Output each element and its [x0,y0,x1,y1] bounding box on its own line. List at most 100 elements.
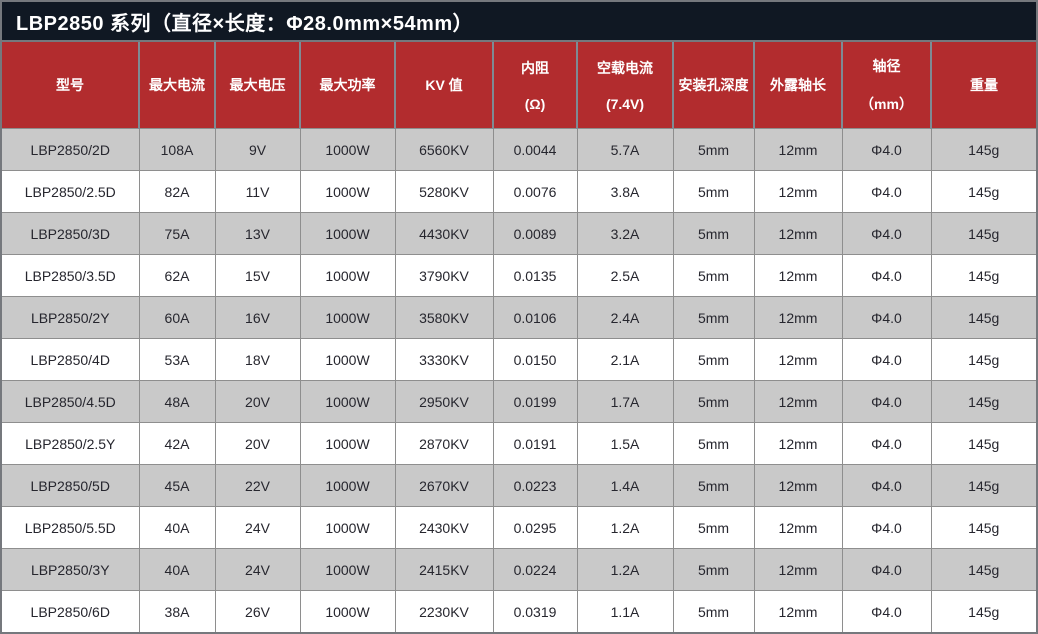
value-cell: 40A [138,548,216,591]
value-cell: 45A [138,464,216,507]
value-cell: 5mm [672,548,755,591]
value-cell: 5mm [672,422,755,465]
col-header-max-current: 最大电流 [139,42,216,129]
model-cell: LBP2850/6D [2,590,140,632]
value-cell: 82A [138,170,216,213]
col-header-no-load-current: 空载电流 (7.4V) [577,42,674,129]
table-row: LBP2850/5.5D 40A 24V 1000W 2430KV 0.0295 1.2A 5… [2,506,1036,549]
value-cell: 12mm [753,296,843,339]
value-cell: Φ4.0 [841,128,932,171]
value-cell: 24V [214,506,301,549]
value-cell: Φ4.0 [841,296,932,339]
page-title: LBP2850 系列（直径×长度：Φ28.0mm×54mm） [16,12,474,35]
value-cell: 1000W [299,422,396,465]
value-cell: 1000W [299,296,396,339]
value-cell: 5mm [672,506,755,549]
value-cell: 12mm [753,128,843,171]
value-cell: 22V [214,464,301,507]
model-cell: LBP2850/3D [2,212,140,255]
table-row: LBP2850/2Y 60A 16V 1000W 3580KV 0.0106 2.4A 5mm… [2,296,1036,339]
table-row: LBP2850/2D 108A 9V 1000W 6560KV 0.0044 5.7A 5mm… [2,128,1036,171]
value-cell: 18V [214,338,301,381]
value-cell: Φ4.0 [841,170,932,213]
value-cell: Φ4.0 [841,464,932,507]
value-cell: 5.7A [576,128,674,171]
value-cell: 3330KV [394,338,494,381]
value-cell: 145g [930,590,1036,632]
value-cell: 12mm [753,338,843,381]
value-cell: 1.7A [576,380,674,423]
value-cell: 5mm [672,212,755,255]
value-cell: 12mm [753,422,843,465]
value-cell: Φ4.0 [841,506,932,549]
value-cell: 12mm [753,548,843,591]
value-cell: 12mm [753,380,843,423]
value-cell: 62A [138,254,216,297]
model-cell: LBP2850/2Y [2,296,140,339]
spec-table: 型号 最大电流 最大电压 最大功率 KV 值 内阻 (Ω) 空载电流 (7.4V) … [2,42,1036,632]
value-cell: 5mm [672,254,755,297]
value-cell: 3.8A [576,170,674,213]
value-cell: 3580KV [394,296,494,339]
value-cell: 1.5A [576,422,674,465]
value-cell: 1000W [299,590,396,632]
model-cell: LBP2850/5D [2,464,140,507]
model-cell: LBP2850/3.5D [2,254,140,297]
value-cell: 1000W [299,254,396,297]
value-cell: 145g [930,548,1036,591]
value-cell: 12mm [753,170,843,213]
value-cell: 12mm [753,464,843,507]
value-cell: 60A [138,296,216,339]
value-cell: 12mm [753,254,843,297]
value-cell: 75A [138,212,216,255]
model-cell: LBP2850/4D [2,338,140,381]
table-row: LBP2850/3.5D 62A 15V 1000W 3790KV 0.0135 2.5A 5… [2,254,1036,297]
value-cell: 15V [214,254,301,297]
value-cell: 2.1A [576,338,674,381]
col-header-model: 型号 [2,42,140,129]
table-row: LBP2850/6D 38A 26V 1000W 2230KV 0.0319 1.1A 5mm… [2,590,1036,632]
header-row: 型号 最大电流 最大电压 最大功率 KV 值 内阻 (Ω) 空载电流 (7.4V) … [2,42,1036,129]
value-cell: 2430KV [394,506,494,549]
model-cell: LBP2850/2D [2,128,140,171]
value-cell: Φ4.0 [841,548,932,591]
value-cell: 1000W [299,212,396,255]
value-cell: 1.2A [576,506,674,549]
value-cell: 5mm [672,338,755,381]
value-cell: 12mm [753,212,843,255]
value-cell: 0.0224 [492,548,578,591]
value-cell: 2.4A [576,296,674,339]
value-cell: 42A [138,422,216,465]
col-header-weight: 重量 [931,42,1036,129]
value-cell: 145g [930,464,1036,507]
value-cell: 40A [138,506,216,549]
value-cell: 53A [138,338,216,381]
value-cell: 0.0150 [492,338,578,381]
value-cell: 2870KV [394,422,494,465]
model-cell: LBP2850/5.5D [2,506,140,549]
value-cell: 2670KV [394,464,494,507]
table-row: LBP2850/3Y 40A 24V 1000W 2415KV 0.0224 1.2A 5mm… [2,548,1036,591]
value-cell: 1000W [299,128,396,171]
value-cell: 13V [214,212,301,255]
value-cell: 3.2A [576,212,674,255]
col-header-max-power: 最大功率 [300,42,396,129]
value-cell: 145g [930,422,1036,465]
value-cell: 48A [138,380,216,423]
value-cell: Φ4.0 [841,422,932,465]
table-row: LBP2850/2.5D 82A 11V 1000W 5280KV 0.0076 3.8A 5… [2,170,1036,213]
model-cell: LBP2850/3Y [2,548,140,591]
value-cell: Φ4.0 [841,338,932,381]
col-header-max-voltage: 最大电压 [215,42,301,129]
value-cell: 0.0191 [492,422,578,465]
table-row: LBP2850/3D 75A 13V 1000W 4430KV 0.0089 3.2A 5mm… [2,212,1036,255]
value-cell: 9V [214,128,301,171]
col-header-internal-resistance: 内阻 (Ω) [493,42,578,129]
value-cell: 145g [930,338,1036,381]
value-cell: 5280KV [394,170,494,213]
table-row: LBP2850/2.5Y 42A 20V 1000W 2870KV 0.0191 1.5A 5… [2,422,1036,465]
value-cell: 12mm [753,590,843,632]
value-cell: 11V [214,170,301,213]
col-header-exposed-shaft-length: 外露轴长 [754,42,843,129]
value-cell: 0.0135 [492,254,578,297]
